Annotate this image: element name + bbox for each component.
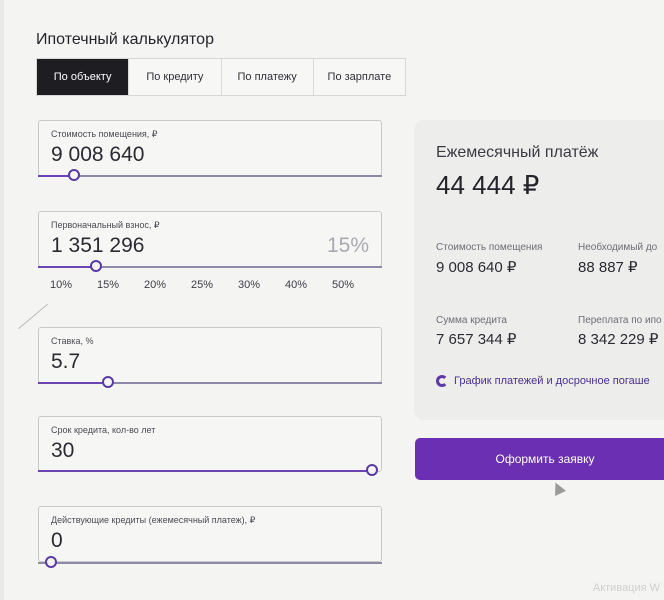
overpay-summary-value: 8 342 229 ₽ bbox=[578, 331, 659, 348]
tab-by-object[interactable]: По объекту bbox=[37, 59, 129, 95]
percent-chip-20[interactable]: 20% bbox=[144, 279, 167, 291]
existing-credits-value[interactable]: 0 bbox=[51, 529, 63, 552]
summary-card: Ежемесячный платёж 44 444 ₽ Стоимость по… bbox=[414, 120, 664, 420]
percent-chip-40[interactable]: 40% bbox=[285, 279, 308, 291]
down-payment-field[interactable]: Первоначальный взнос, ₽ 1 351 296 15% bbox=[38, 211, 382, 267]
tab-by-payment[interactable]: По платежу bbox=[220, 59, 313, 95]
down-payment-slider-track[interactable] bbox=[38, 266, 382, 268]
mode-tabs: По объекту По кредиту По платежу По зарп… bbox=[36, 58, 406, 96]
percent-chips: 10% 15% 20% 25% 30% 40% 50% bbox=[44, 279, 373, 291]
term-value[interactable]: 30 bbox=[51, 439, 75, 462]
payment-schedule-link[interactable]: График платежей и досрочное погаше bbox=[436, 375, 650, 387]
schedule-icon bbox=[436, 375, 448, 387]
term-slider-handle[interactable] bbox=[366, 464, 378, 476]
monthly-payment-value: 44 444 ₽ bbox=[436, 170, 540, 200]
apply-button[interactable]: Оформить заявку bbox=[415, 438, 664, 480]
calculator-page: Ипотечный калькулятор По объекту По кред… bbox=[4, 0, 664, 600]
down-payment-percent: 15% bbox=[326, 234, 369, 257]
price-field[interactable]: Стоимость помещения, ₽ 9 008 640 bbox=[38, 120, 382, 176]
mouse-cursor-icon bbox=[550, 480, 566, 496]
income-summary-label: Необходимый до bbox=[578, 242, 658, 253]
rate-label: Ставка, % bbox=[51, 336, 94, 346]
monthly-payment-heading: Ежемесячный платёж bbox=[436, 144, 599, 161]
existing-credits-field[interactable]: Действующие кредиты (ежемесячный платеж)… bbox=[38, 506, 382, 562]
rate-slider-handle[interactable] bbox=[102, 376, 114, 388]
price-summary-label: Стоимость помещения bbox=[436, 242, 543, 253]
activation-watermark: Активация W bbox=[592, 582, 660, 594]
rate-value[interactable]: 5.7 bbox=[51, 350, 81, 373]
rate-field[interactable]: Ставка, % 5.7 bbox=[38, 327, 382, 383]
term-field[interactable]: Срок кредита, кол-во лет 30 bbox=[38, 416, 382, 472]
existing-credits-label: Действующие кредиты (ежемесячный платеж)… bbox=[51, 515, 256, 525]
percent-chip-10[interactable]: 10% bbox=[50, 279, 73, 291]
term-slider-track[interactable] bbox=[38, 470, 374, 472]
price-value[interactable]: 9 008 640 bbox=[51, 143, 145, 166]
overpay-summary-label: Переплата по ипо bbox=[578, 315, 662, 326]
price-slider-handle[interactable] bbox=[68, 169, 80, 181]
loan-summary-value: 7 657 344 ₽ bbox=[436, 331, 517, 348]
price-slider-track[interactable] bbox=[38, 175, 382, 177]
down-payment-value[interactable]: 1 351 296 bbox=[51, 234, 145, 257]
down-payment-label: Первоначальный взнос, ₽ bbox=[51, 220, 160, 230]
price-summary-value: 9 008 640 ₽ bbox=[436, 259, 517, 276]
divider-line bbox=[18, 303, 48, 330]
term-label: Срок кредита, кол-во лет bbox=[51, 425, 156, 435]
tab-by-salary[interactable]: По зарплате bbox=[312, 59, 405, 95]
price-label: Стоимость помещения, ₽ bbox=[51, 129, 158, 139]
payment-schedule-label: График платежей и досрочное погаше bbox=[454, 375, 650, 387]
percent-chip-25[interactable]: 25% bbox=[191, 279, 214, 291]
page-title: Ипотечный калькулятор bbox=[36, 31, 214, 48]
rate-slider-track[interactable] bbox=[38, 382, 382, 384]
percent-chip-15[interactable]: 15% bbox=[97, 279, 120, 291]
existing-credits-slider-handle[interactable] bbox=[45, 556, 57, 568]
tab-by-credit[interactable]: По кредиту bbox=[128, 59, 220, 95]
percent-chip-30[interactable]: 30% bbox=[238, 279, 261, 291]
loan-summary-label: Сумма кредита bbox=[436, 315, 507, 326]
down-payment-slider-handle[interactable] bbox=[90, 260, 102, 272]
existing-credits-slider-track[interactable] bbox=[38, 562, 382, 564]
income-summary-value: 88 887 ₽ bbox=[578, 259, 638, 276]
percent-chip-50[interactable]: 50% bbox=[332, 279, 355, 291]
